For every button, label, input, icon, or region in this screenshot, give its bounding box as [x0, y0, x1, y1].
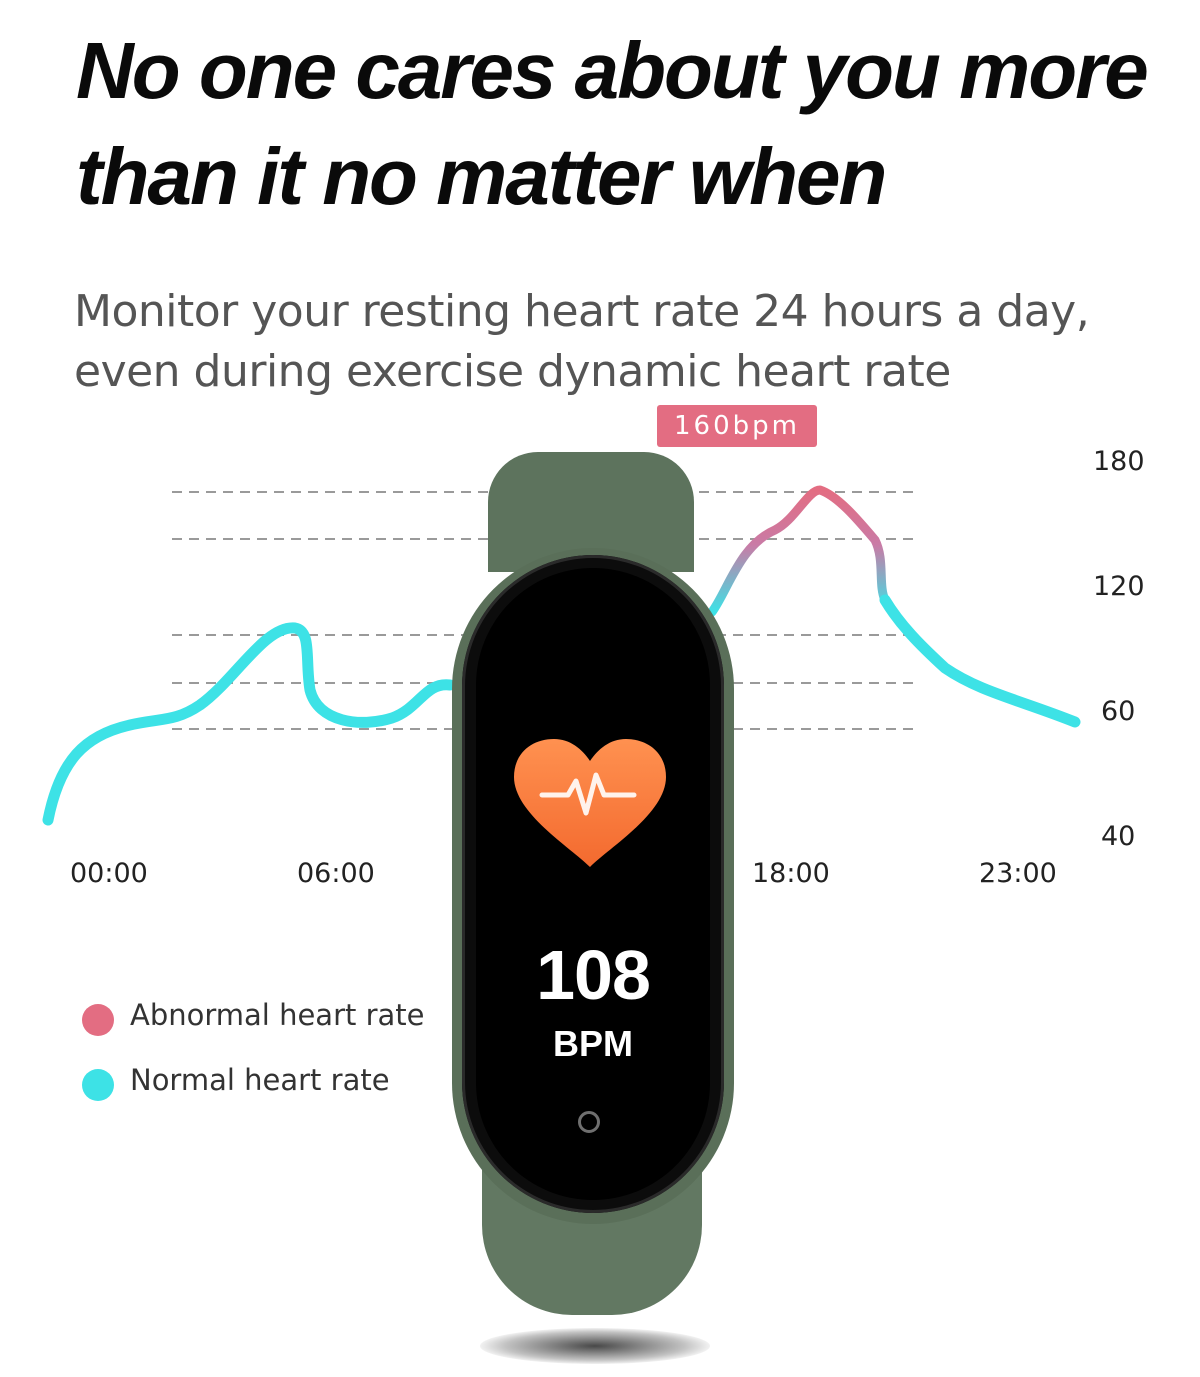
headline-line-1: No one cares about you more [76, 26, 1149, 115]
y-tick-label: 60 [1101, 696, 1135, 727]
y-tick-label: 180 [1093, 446, 1145, 477]
headline-line-2: than it no matter when [76, 132, 887, 221]
normal-heart-rate-line-tail [879, 594, 1081, 728]
abnormal-dot-icon [82, 1004, 114, 1036]
bpm-value: 108 [536, 936, 651, 1014]
x-tick-label: 00:00 [70, 858, 148, 889]
x-axis-ticks: 00:00 06:00 18:00 23:00 [70, 858, 1057, 889]
legend-label: Normal heart rate [130, 1063, 390, 1097]
y-tick-label: 120 [1093, 571, 1145, 602]
normal-dot-icon [82, 1069, 114, 1101]
y-tick-label: 40 [1101, 821, 1135, 852]
legend-label: Abnormal heart rate [130, 998, 425, 1032]
bpm-unit: BPM [553, 1023, 633, 1064]
home-button-icon[interactable] [578, 1111, 600, 1133]
subheadline: Monitor your resting heart rate 24 hours… [74, 282, 1174, 402]
subheadline-line-2: even during exercise dynamic heart rate [74, 346, 951, 397]
x-tick-label: 23:00 [979, 858, 1057, 889]
band-screen [476, 568, 710, 1200]
peak-bpm-badge: 160bpm [657, 405, 817, 447]
band-shadow [480, 1328, 710, 1364]
abnormal-heart-rate-line [707, 485, 890, 617]
normal-heart-rate-line [42, 622, 456, 826]
y-axis-ticks: 180 120 60 40 [1093, 446, 1145, 852]
heart-pulse-icon [514, 739, 666, 867]
headline: No one cares about you more than it no m… [76, 18, 1186, 230]
x-tick-label: 18:00 [752, 858, 830, 889]
x-tick-label: 06:00 [297, 858, 375, 889]
subheadline-line-1: Monitor your resting heart rate 24 hours… [74, 286, 1090, 337]
chart-gridlines [172, 491, 918, 730]
